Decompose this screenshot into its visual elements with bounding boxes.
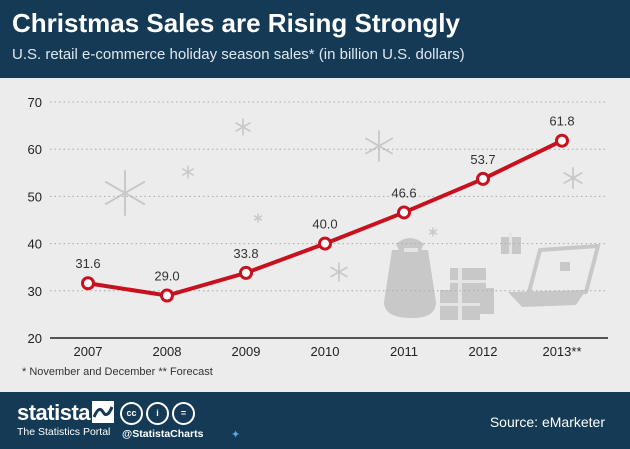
snowflake-icon	[252, 212, 264, 224]
x-tick-label: 2012	[469, 344, 498, 359]
y-tick-label: 50	[28, 189, 42, 204]
y-tick-label: 40	[28, 237, 42, 252]
snowflake-icon	[564, 168, 581, 188]
snowflake-icon	[331, 263, 347, 281]
y-axis: 20 30 40 50 60 70	[28, 95, 42, 346]
data-label: 40.0	[312, 217, 337, 232]
source-text: Source: eMarketer	[489, 414, 605, 430]
attribution-icon[interactable]: i	[146, 402, 169, 425]
footer-bar: statista The Statistics Portal cc i = @Sta…	[0, 392, 630, 449]
laptop-icon	[508, 244, 600, 307]
data-point	[555, 133, 569, 148]
data-label: 53.7	[470, 152, 495, 167]
gift-sack-icon	[384, 238, 436, 318]
data-label: 33.8	[233, 246, 258, 261]
license-icons: cc i =	[120, 402, 198, 425]
x-tick-label: 2007	[74, 344, 103, 359]
y-tick-label: 60	[28, 142, 42, 157]
x-axis: 2007 2008 2009 2010 2011 2012 2013**	[74, 344, 582, 359]
y-tick-label: 70	[28, 95, 42, 110]
data-point	[239, 265, 253, 280]
header-bar: Christmas Sales are Rising Strongly U.S.…	[0, 0, 630, 78]
twitter-bird-icon[interactable]: ✦	[231, 429, 241, 441]
x-tick-label: 2010	[311, 344, 340, 359]
snowflake-icon	[236, 119, 250, 135]
data-point	[81, 276, 95, 291]
data-point	[476, 171, 490, 186]
grid	[50, 101, 608, 339]
x-tick-label: 2008	[153, 344, 182, 359]
data-label: 46.6	[391, 185, 416, 200]
decorations	[106, 119, 600, 320]
x-tick-label: 2013**	[542, 344, 581, 359]
line-chart: 20 30 40 50 60 70 2007 2008 2009 2010 2011 2012 201…	[28, 95, 608, 359]
chart-subtitle: U.S. retail e-commerce holiday season sa…	[12, 46, 465, 63]
data-label: 61.8	[549, 114, 574, 129]
data-label: 29.0	[154, 269, 179, 284]
snowflake-icon	[106, 171, 144, 215]
data-point	[397, 205, 411, 220]
snowflake-icon	[366, 131, 392, 161]
data-point	[160, 288, 174, 303]
statista-tagline: The Statistics Portal	[17, 426, 111, 438]
y-tick-label: 30	[28, 284, 42, 299]
x-tick-label: 2011	[390, 344, 418, 359]
data-label: 31.6	[75, 256, 100, 271]
data-point	[318, 236, 332, 251]
statista-logo: statista	[17, 400, 91, 425]
statista-wave-icon	[92, 401, 114, 423]
snowflake-icon	[427, 226, 439, 238]
no-derivatives-icon[interactable]: =	[172, 402, 195, 425]
twitter-handle[interactable]: @StatistaCharts	[122, 428, 204, 440]
gift-boxes-icon	[440, 268, 494, 320]
y-tick-label: 20	[28, 331, 42, 346]
footnote: * November and December ** Forecast	[22, 366, 213, 378]
series-line: 31.6 29.0 33.8 40.0 46.6 53.7 61.8	[75, 114, 575, 303]
snowflake-icon	[183, 166, 193, 178]
cc-license-icon[interactable]: cc	[120, 402, 143, 425]
x-tick-label: 2009	[232, 344, 261, 359]
chart-title: Christmas Sales are Rising Strongly	[12, 8, 460, 38]
